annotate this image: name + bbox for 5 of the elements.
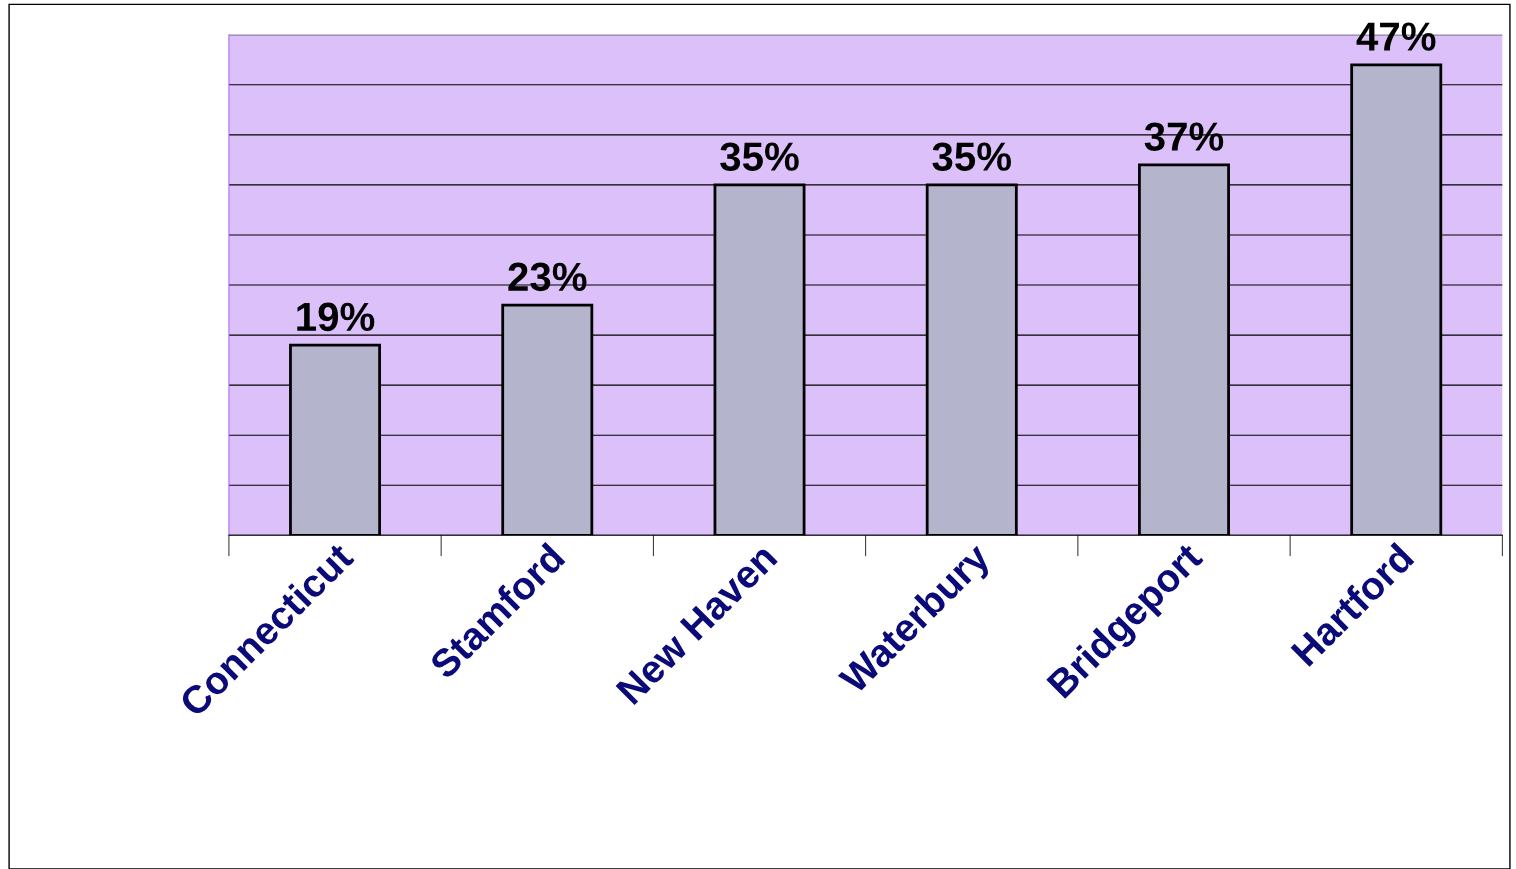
data-label: 35%: [932, 142, 1011, 172]
data-label: 19%: [297, 302, 375, 332]
data-label: 23%: [508, 262, 587, 292]
data-label: 47%: [1356, 22, 1436, 51]
data-label: 35%: [720, 142, 799, 172]
